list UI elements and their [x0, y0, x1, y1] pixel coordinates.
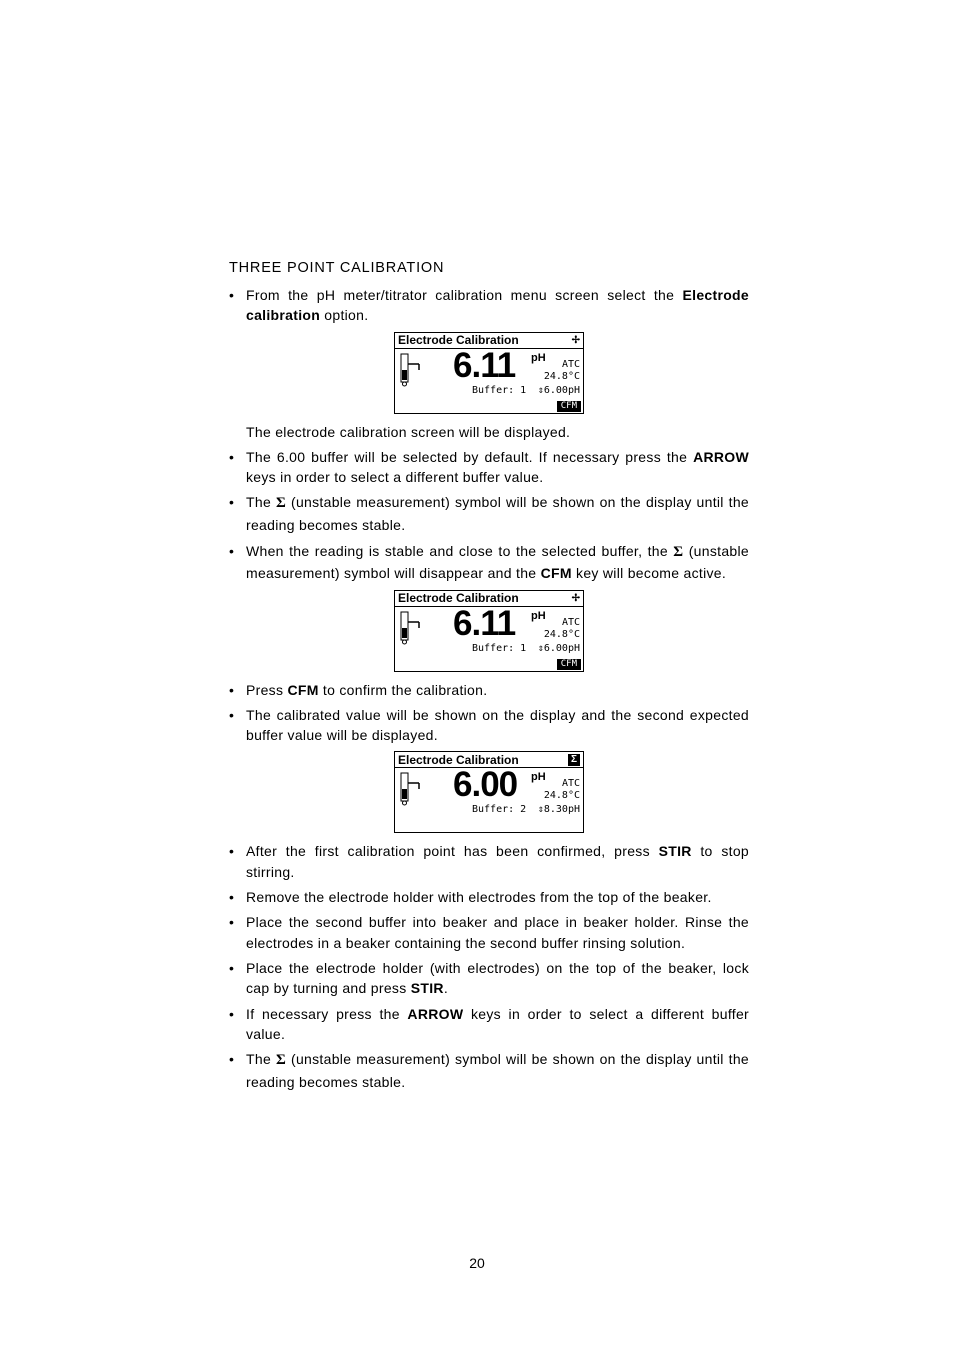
- sigma-symbol: Σ: [276, 1052, 286, 1068]
- text: keys in order to select a different buff…: [246, 469, 543, 485]
- instruction-item: Press CFM to confirm the calibration.: [229, 680, 749, 700]
- text-bold: CFM: [287, 682, 318, 698]
- instruction-item: If necessary press the ARROW keys in ord…: [229, 1004, 749, 1045]
- text: If necessary press the: [246, 1006, 407, 1022]
- instruction-list: The 6.00 buffer will be selected by defa…: [229, 447, 749, 584]
- lcd-ph-unit: pH: [531, 352, 546, 364]
- lcd-screen-2: Electrode Calibration ✢ 6.11 pH ATC 24.8…: [394, 590, 584, 672]
- text: Press: [246, 682, 287, 698]
- instruction-item: Remove the electrode holder with electro…: [229, 887, 749, 907]
- instruction-item: When the reading is stable and close to …: [229, 541, 749, 584]
- text: The calibrated value will be shown on th…: [246, 707, 749, 743]
- text: Place the second buffer into beaker and …: [246, 914, 749, 950]
- instruction-item: Place the second buffer into beaker and …: [229, 912, 749, 953]
- text-bold: STIR: [411, 980, 444, 996]
- text-bold: CFM: [541, 565, 572, 581]
- instruction-list: After the first calibration point has be…: [229, 841, 749, 1092]
- text-bold: ARROW: [407, 1006, 463, 1022]
- lcd-buffer-value: ⇕6.00pH: [538, 643, 580, 654]
- text: The: [246, 1051, 276, 1067]
- instruction-item: The Σ (unstable measurement) symbol will…: [229, 492, 749, 535]
- text: Place the electrode holder (with electro…: [246, 960, 749, 996]
- lcd-main-area: 6.11 pH ATC 24.8°C Buffer: 1 ⇕6.00pH CFM: [427, 349, 583, 413]
- instruction-item: Place the electrode holder (with electro…: [229, 958, 749, 999]
- sub-text: The electrode calibration screen will be…: [246, 422, 749, 442]
- text: (unstable measurement) symbol will be sh…: [246, 494, 749, 533]
- lcd-temperature: 24.8°C: [544, 371, 580, 382]
- lcd-screen-1: Electrode Calibration ✢ 6.11 pH ATC 24.8…: [394, 332, 584, 414]
- lcd-ph-value: 6.00: [453, 765, 517, 805]
- text-bold: STIR: [659, 843, 692, 859]
- electrode-icon: [397, 771, 425, 816]
- lcd-body: 6.11 pH ATC 24.8°C Buffer: 1 ⇕6.00pH CFM: [395, 607, 583, 671]
- instruction-item: The 6.00 buffer will be selected by defa…: [229, 447, 749, 488]
- text: The 6.00 buffer will be selected by defa…: [246, 449, 693, 465]
- electrode-icon: [397, 352, 425, 397]
- text-bold: ARROW: [693, 449, 749, 465]
- electrode-icon: [397, 610, 425, 655]
- lcd-temperature: 24.8°C: [544, 629, 580, 640]
- lcd-cfm-badge: CFM: [557, 401, 581, 412]
- instruction-item: The calibrated value will be shown on th…: [229, 705, 749, 746]
- sigma-badge: Σ: [568, 754, 580, 766]
- lcd-temperature: 24.8°C: [544, 790, 580, 801]
- stir-icon: ✢: [572, 593, 580, 604]
- instruction-item: After the first calibration point has be…: [229, 841, 749, 882]
- lcd-buffer-label: Buffer: 2: [472, 804, 526, 815]
- lcd-body: 6.11 pH ATC 24.8°C Buffer: 1 ⇕6.00pH CFM: [395, 349, 583, 413]
- text: The: [246, 494, 276, 510]
- lcd-atc-label: ATC: [562, 778, 580, 789]
- instruction-list: Press CFM to confirm the calibration. Th…: [229, 680, 749, 746]
- instruction-item: From the pH meter/titrator calibration m…: [229, 285, 749, 326]
- lcd-main-area: 6.11 pH ATC 24.8°C Buffer: 1 ⇕6.00pH CFM: [427, 607, 583, 671]
- text: option.: [320, 307, 368, 323]
- instruction-list: From the pH meter/titrator calibration m…: [229, 285, 749, 326]
- text: (unstable measurement) symbol will be sh…: [246, 1051, 749, 1090]
- lcd-buffer-value: ⇕8.30pH: [538, 804, 580, 815]
- lcd-buffer-value: ⇕6.00pH: [538, 385, 580, 396]
- text: to confirm the calibration.: [319, 682, 488, 698]
- text: After the first calibration point has be…: [246, 843, 659, 859]
- lcd-ph-unit: pH: [531, 610, 546, 622]
- lcd-atc-label: ATC: [562, 617, 580, 628]
- text: When the reading is stable and close to …: [246, 543, 673, 559]
- text: key will become active.: [572, 565, 726, 581]
- text: .: [444, 980, 448, 996]
- sigma-symbol: Σ: [276, 495, 286, 511]
- lcd-ph-value: 6.11: [453, 604, 515, 644]
- lcd-buffer-label: Buffer: 1: [472, 385, 526, 396]
- text: From the pH meter/titrator calibration m…: [246, 287, 683, 303]
- instruction-item: The Σ (unstable measurement) symbol will…: [229, 1049, 749, 1092]
- lcd-main-area: 6.00 pH ATC 24.8°C Buffer: 2 ⇕8.30pH: [427, 768, 583, 832]
- lcd-buffer-label: Buffer: 1: [472, 643, 526, 654]
- section-title: THREE POINT CALIBRATION: [229, 260, 749, 276]
- lcd-atc-label: ATC: [562, 359, 580, 370]
- lcd-screen-3: Electrode Calibration Σ 6.00 pH ATC 24.8…: [394, 751, 584, 833]
- stir-icon: ✢: [572, 335, 580, 346]
- text: Remove the electrode holder with electro…: [246, 889, 712, 905]
- page-number: 20: [469, 1255, 485, 1271]
- lcd-ph-value: 6.11: [453, 346, 515, 386]
- lcd-body: 6.00 pH ATC 24.8°C Buffer: 2 ⇕8.30pH: [395, 768, 583, 832]
- lcd-cfm-badge: CFM: [557, 659, 581, 670]
- sigma-symbol: Σ: [673, 544, 683, 560]
- lcd-ph-unit: pH: [531, 771, 546, 783]
